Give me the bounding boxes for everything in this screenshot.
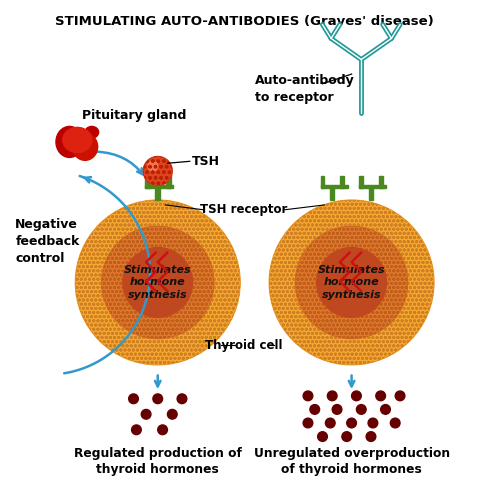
Circle shape [177,394,187,403]
Circle shape [351,391,361,401]
Circle shape [269,200,434,365]
Circle shape [390,418,400,428]
Circle shape [325,418,335,428]
Text: STIMULATING AUTO-ANTIBODIES (Graves' disease): STIMULATING AUTO-ANTIBODIES (Graves' dis… [55,15,433,28]
Circle shape [376,391,386,401]
FancyBboxPatch shape [369,187,373,200]
FancyBboxPatch shape [155,187,160,200]
Circle shape [295,226,408,339]
Circle shape [143,157,172,186]
Circle shape [332,404,342,414]
Circle shape [148,161,158,171]
Circle shape [327,391,337,401]
Circle shape [158,425,167,435]
Circle shape [342,432,351,442]
Text: Unregulated overproduction
of thyroid hormones: Unregulated overproduction of thyroid ho… [254,447,449,476]
FancyBboxPatch shape [144,175,149,188]
FancyBboxPatch shape [321,176,325,188]
FancyBboxPatch shape [379,176,383,188]
FancyBboxPatch shape [321,185,348,188]
FancyBboxPatch shape [359,176,363,188]
Circle shape [318,432,327,442]
Text: TSH: TSH [192,155,220,168]
Text: Thyroid cell: Thyroid cell [205,339,283,352]
Circle shape [395,391,405,401]
FancyBboxPatch shape [340,176,344,188]
Circle shape [141,409,151,419]
Text: Stimulates
hormone
synthesis: Stimulates hormone synthesis [124,265,192,300]
Circle shape [129,394,139,403]
Circle shape [102,226,214,339]
Circle shape [123,248,193,317]
Circle shape [303,418,313,428]
Text: Pituitary gland: Pituitary gland [82,109,186,122]
Circle shape [368,418,378,428]
Circle shape [366,432,376,442]
Text: Auto-antibody
to receptor: Auto-antibody to receptor [255,74,354,104]
Text: Stimulates
hormone
synthesis: Stimulates hormone synthesis [318,265,386,300]
FancyBboxPatch shape [359,185,386,188]
Circle shape [153,394,163,403]
Text: Negative
feedback
control: Negative feedback control [15,218,80,265]
Circle shape [167,409,177,419]
Circle shape [132,425,141,435]
Ellipse shape [63,127,92,153]
Text: TSH receptor: TSH receptor [200,203,288,216]
Circle shape [75,200,240,365]
Text: Regulated production of
thyroid hormones: Regulated production of thyroid hormones [74,447,242,476]
Circle shape [310,404,320,414]
Circle shape [381,404,390,414]
Circle shape [303,391,313,401]
FancyBboxPatch shape [330,187,334,200]
Circle shape [356,404,366,414]
FancyBboxPatch shape [144,185,173,188]
Ellipse shape [72,133,98,161]
FancyBboxPatch shape [166,175,171,188]
Circle shape [347,418,356,428]
Ellipse shape [56,126,83,158]
Ellipse shape [85,126,99,138]
Circle shape [317,248,386,317]
